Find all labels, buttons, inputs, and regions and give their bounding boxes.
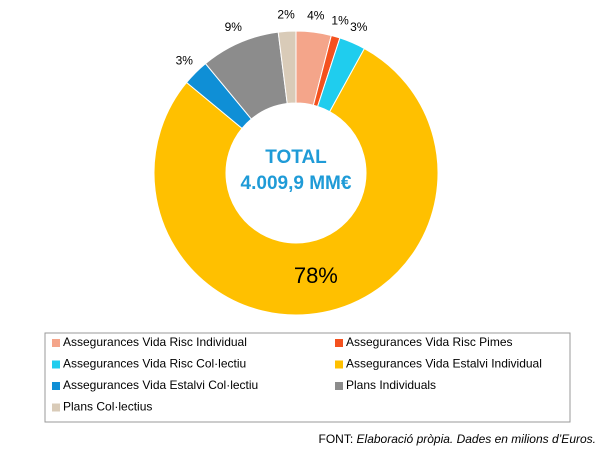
- center-total: 4.009,9 MM€: [241, 173, 352, 194]
- legend-swatch: [52, 360, 60, 369]
- legend-label: Plans Individuals: [346, 378, 436, 392]
- slice-label: 1%: [331, 13, 349, 27]
- slice-label: 9%: [225, 20, 243, 34]
- legend-swatch: [335, 382, 343, 390]
- center-title: TOTAL: [265, 147, 327, 168]
- legend-swatch: [52, 382, 60, 390]
- legend-label: Assegurances Vida Estalvi Individual: [346, 357, 542, 371]
- legend-label: Assegurances Vida Risc Pimes: [346, 335, 513, 349]
- footer: FONT: Elaboració pròpia. Dades en milion…: [319, 432, 596, 446]
- footer-text: Elaboració pròpia. Dades en milions d’Eu…: [357, 432, 596, 446]
- legend-swatch: [52, 403, 60, 412]
- legend-box: [44, 332, 571, 423]
- slice-label: 3%: [176, 53, 194, 67]
- legend-swatch: [335, 360, 343, 369]
- legend-swatch: [52, 339, 60, 347]
- footer-prefix: FONT:: [319, 432, 354, 446]
- legend-label: Assegurances Vida Risc Col·lectiu: [63, 357, 246, 371]
- donut-slice: [277, 30, 297, 105]
- legend-label: Assegurances Vida Estalvi Col·lectiu: [63, 378, 258, 392]
- slice-label: 3%: [350, 20, 368, 34]
- slice-label: 78%: [294, 263, 338, 288]
- slice-label: 2%: [277, 7, 295, 21]
- legend-label: Plans Col·lectius: [63, 400, 152, 414]
- donut-slice: [153, 47, 439, 316]
- slice-label: 4%: [307, 8, 325, 22]
- legend-swatch: [335, 339, 343, 347]
- legend-label: Assegurances Vida Risc Individual: [63, 335, 247, 349]
